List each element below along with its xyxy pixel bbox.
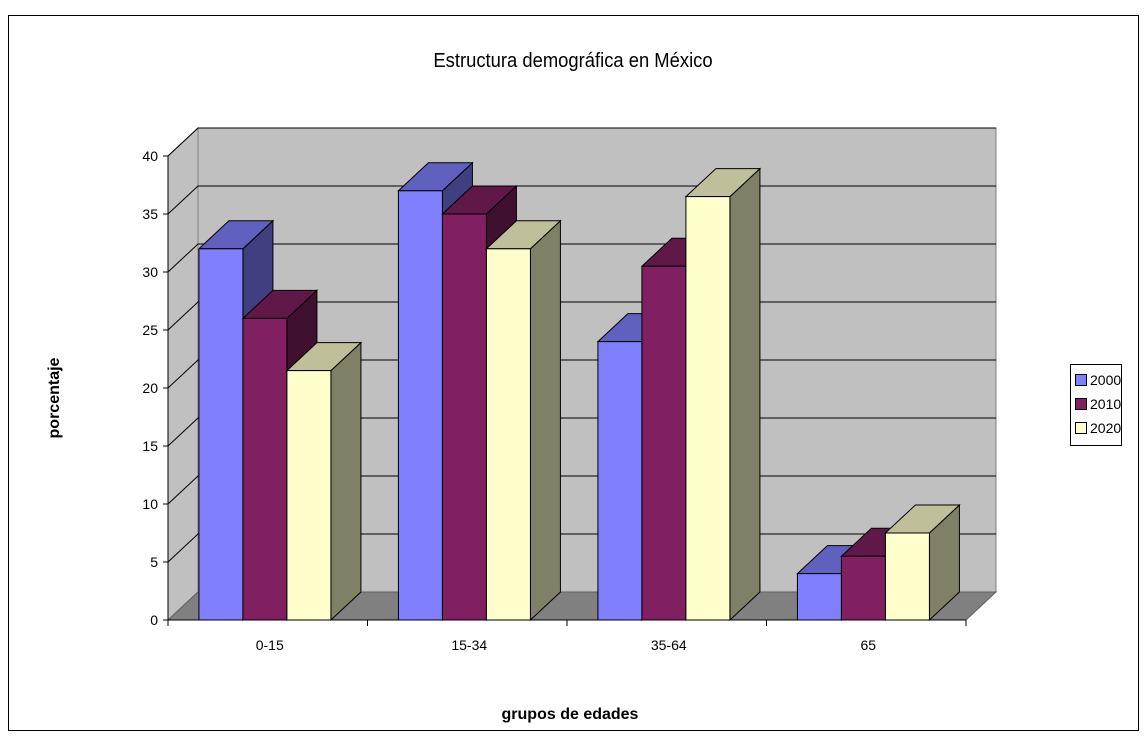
legend: 2000 2010 2020 [1070,364,1122,446]
bar [641,265,687,621]
bar-side [529,219,561,622]
x-tick-label: 0-15 [256,637,284,653]
legend-label-2000: 2000 [1090,372,1122,388]
bar [884,532,930,621]
bar [397,190,443,621]
y-tick-label: 25 [142,322,158,338]
legend-item-2000: 2000 [1075,371,1121,389]
legend-item-2010: 2010 [1075,395,1121,413]
legend-swatch-2010 [1075,398,1087,410]
y-axis-label: porcentaje [46,357,63,439]
legend-label-2010: 2010 [1090,396,1122,412]
bar [485,248,531,621]
x-axis-label: grupos de edades [501,706,639,723]
legend-swatch-2020 [1075,422,1087,434]
y-tick-label: 30 [142,264,158,280]
legend-item-2020: 2020 [1075,419,1121,437]
bar [441,213,487,621]
gridline [167,127,996,157]
y-tick-label: 10 [142,496,158,512]
legend-swatch-2000 [1075,374,1087,386]
y-tick-label: 0 [150,612,158,628]
y-tick-label: 35 [142,206,158,222]
y-tick-label: 40 [142,148,158,164]
bar-side [330,341,362,622]
bar [286,370,332,621]
y-tick-label: 15 [142,438,158,454]
bar [685,196,731,621]
bar [840,555,886,621]
bar [242,317,288,621]
y-tick-label: 20 [142,380,158,396]
x-tick-label: 35-64 [651,637,687,653]
y-tick-label: 5 [150,554,158,570]
x-tick-label: 65 [860,637,876,653]
chart-title: Estructura demográfica en México [433,50,713,72]
x-tick-label: 15-34 [451,637,487,653]
legend-label-2020: 2020 [1090,420,1122,436]
bar [198,248,244,621]
bar-side [729,167,761,622]
bar [796,573,842,621]
bar [597,341,643,621]
